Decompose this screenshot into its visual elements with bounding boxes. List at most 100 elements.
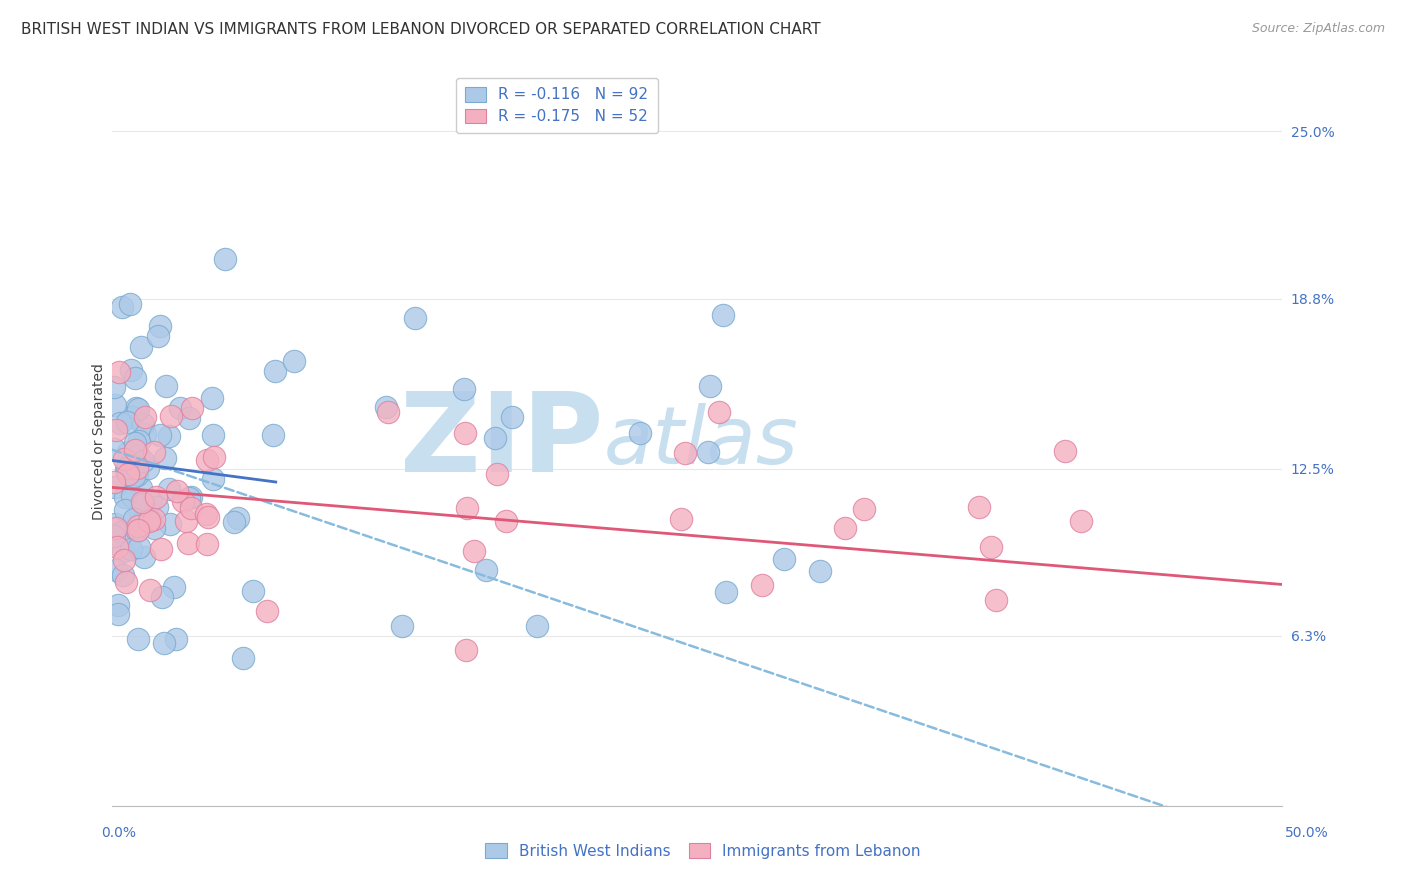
Point xyxy=(484,431,506,445)
Point xyxy=(453,382,475,396)
Point xyxy=(526,618,548,632)
Point xyxy=(103,475,125,489)
Point xyxy=(177,411,200,425)
Legend: British West Indians, Immigrants from Lebanon: British West Indians, Immigrants from Le… xyxy=(479,837,927,864)
Point xyxy=(112,567,135,582)
Text: 0.0%: 0.0% xyxy=(101,826,136,839)
Legend: R = -0.116   N = 92, R = -0.175   N = 52: R = -0.116 N = 92, R = -0.175 N = 52 xyxy=(456,78,658,133)
Point xyxy=(1054,443,1077,458)
Point xyxy=(159,517,181,532)
Point xyxy=(120,542,142,557)
Point xyxy=(153,636,176,650)
Point xyxy=(143,521,166,535)
Point xyxy=(107,365,129,379)
Point xyxy=(195,452,218,467)
Point xyxy=(127,632,149,646)
Point xyxy=(214,252,236,267)
Point xyxy=(115,463,138,477)
Point xyxy=(375,400,398,414)
Point xyxy=(155,379,177,393)
Point xyxy=(114,552,136,566)
Y-axis label: Divorced or Separated: Divorced or Separated xyxy=(93,363,107,520)
Point xyxy=(125,461,148,475)
Point xyxy=(149,541,172,556)
Point xyxy=(127,524,149,538)
Point xyxy=(262,428,284,442)
Point xyxy=(242,584,264,599)
Point xyxy=(136,460,159,475)
Point xyxy=(124,469,146,483)
Point xyxy=(124,442,146,457)
Point xyxy=(110,300,132,314)
Point xyxy=(138,514,160,528)
Point xyxy=(204,450,226,464)
Point xyxy=(283,354,305,368)
Point xyxy=(160,409,183,423)
Point xyxy=(149,318,172,333)
Text: ZIP: ZIP xyxy=(401,388,603,495)
Point xyxy=(628,425,651,440)
Point xyxy=(103,379,125,393)
Point xyxy=(103,442,125,456)
Point xyxy=(157,482,180,496)
Point xyxy=(117,467,139,481)
Point xyxy=(129,340,152,354)
Point xyxy=(124,511,146,525)
Point xyxy=(169,401,191,415)
Point xyxy=(124,371,146,385)
Point xyxy=(501,410,523,425)
Point xyxy=(149,428,172,442)
Point xyxy=(104,517,127,532)
Point xyxy=(146,500,169,514)
Point xyxy=(454,426,477,441)
Point xyxy=(107,607,129,621)
Point xyxy=(194,507,217,521)
Point xyxy=(377,405,399,419)
Point xyxy=(115,575,138,590)
Point xyxy=(486,467,509,481)
Point xyxy=(124,435,146,450)
Point xyxy=(104,398,127,412)
Point xyxy=(134,410,156,425)
Text: BRITISH WEST INDIAN VS IMMIGRANTS FROM LEBANON DIVORCED OR SEPARATED CORRELATION: BRITISH WEST INDIAN VS IMMIGRANTS FROM L… xyxy=(21,22,821,37)
Point xyxy=(969,500,991,514)
Point xyxy=(117,460,139,475)
Point xyxy=(104,480,127,494)
Point xyxy=(142,445,165,459)
Point xyxy=(391,619,413,633)
Point xyxy=(121,410,143,425)
Point xyxy=(463,544,485,558)
Point xyxy=(127,519,149,533)
Point xyxy=(128,434,150,449)
Point xyxy=(264,364,287,378)
Point xyxy=(112,452,135,467)
Point xyxy=(134,427,156,442)
Point xyxy=(714,585,737,599)
Point xyxy=(180,501,202,516)
Point xyxy=(853,502,876,516)
Point xyxy=(120,362,142,376)
Point xyxy=(127,402,149,417)
Point xyxy=(202,472,225,486)
Point xyxy=(180,401,202,415)
Point xyxy=(456,501,478,516)
Point xyxy=(121,490,143,504)
Point xyxy=(180,490,202,504)
Text: Source: ZipAtlas.com: Source: ZipAtlas.com xyxy=(1251,22,1385,36)
Point xyxy=(111,525,134,540)
Point xyxy=(697,444,720,458)
Point xyxy=(139,495,162,509)
Point xyxy=(120,297,142,311)
Point xyxy=(157,429,180,443)
Point xyxy=(104,563,127,577)
Point xyxy=(1070,514,1092,528)
Point xyxy=(232,650,254,665)
Point xyxy=(834,521,856,535)
Point xyxy=(201,428,224,442)
Point xyxy=(256,604,278,618)
Point xyxy=(454,643,477,657)
Point xyxy=(132,417,155,431)
Point xyxy=(174,514,197,528)
Point xyxy=(148,328,170,343)
Point xyxy=(179,491,201,505)
